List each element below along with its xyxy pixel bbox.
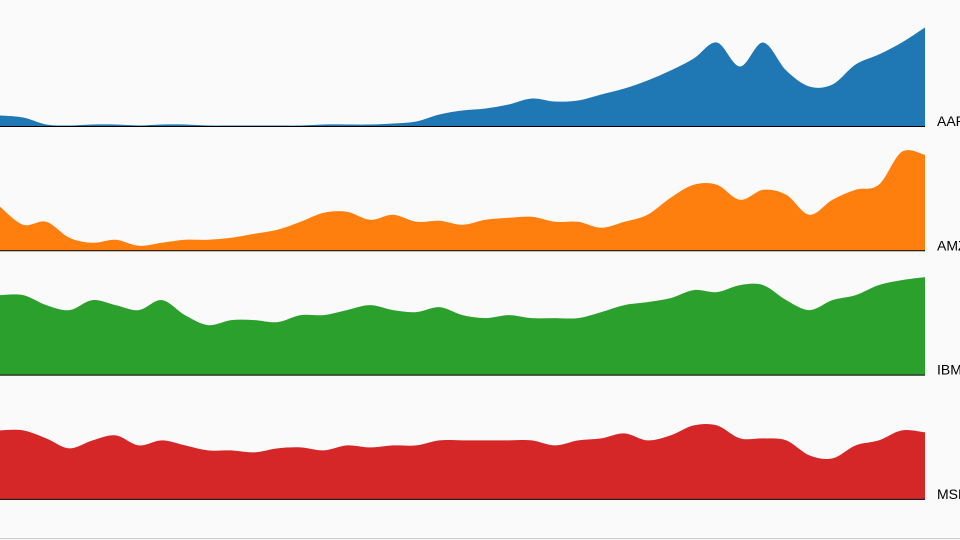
series-label: MSFT [937, 486, 960, 502]
area [0, 150, 925, 251]
area [0, 423, 925, 500]
series-label: AAPL [937, 113, 960, 129]
series-label: IBM [937, 362, 960, 378]
area [0, 27, 925, 127]
area [0, 277, 925, 376]
series-label: AMZN [937, 237, 960, 253]
